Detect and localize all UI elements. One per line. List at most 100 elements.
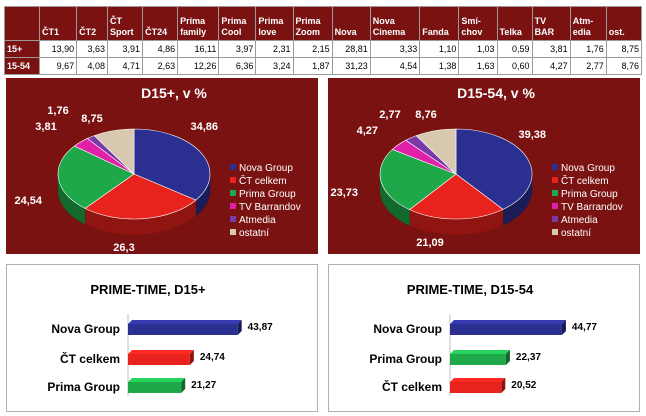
legend-label: Prima Group <box>561 189 618 200</box>
pie-value-label: 8,76 <box>415 109 436 121</box>
bar-top <box>450 378 506 382</box>
bar-chart-title: PRIME-TIME, D15-54 <box>407 282 534 297</box>
bar-ct-celkem <box>450 378 506 393</box>
bar-face <box>128 354 190 365</box>
table-cell: 1,87 <box>292 57 333 75</box>
table-cell: 1,03 <box>458 40 498 58</box>
pie-slice-prima-group <box>379 149 457 210</box>
table-cell: 4,54 <box>369 57 421 75</box>
legend-label: TV Barrandov <box>239 202 301 213</box>
bar-face <box>450 382 502 393</box>
legend-swatch <box>552 190 558 196</box>
column-header: Telka <box>496 6 533 41</box>
bar-category-label: Prima Group <box>47 380 120 394</box>
bar-side <box>561 320 566 335</box>
pie-chart-d15-54: D15-54, v % 39,38 21,09 23,73 4,272,77 8,76 No… <box>328 78 640 254</box>
bar-nova-group <box>450 320 566 335</box>
pie-title: D15-54, v % <box>457 85 535 101</box>
table-cell: 1,76 <box>569 40 607 58</box>
pie-chart-d15: D15+, v % 34,86 26,3 24,54 3,81 1,76 8,75 Nova … <box>6 78 318 254</box>
column-header: Prima family <box>177 6 220 41</box>
pie-value-label: 39,38 <box>518 129 546 141</box>
table-cell: 4,86 <box>142 40 179 58</box>
bar-top <box>450 350 510 354</box>
pie-slice-ostatni <box>415 128 457 175</box>
legend-swatch <box>230 190 236 196</box>
table-cell: 13,90 <box>39 40 78 58</box>
table-cell: 12,26 <box>177 57 220 75</box>
bar-category-label: Nova Group <box>51 322 120 336</box>
bar-side <box>501 378 506 393</box>
table-cell: 6,36 <box>218 57 257 75</box>
column-header: Smí-chov <box>458 6 498 41</box>
legend-swatch <box>230 164 236 170</box>
bar-face <box>450 354 506 365</box>
bar-chart-prime-d15: PRIME-TIME, D15+ Nova Group 43,87 ČT celkem… <box>6 264 318 412</box>
bar-side <box>237 320 242 335</box>
legend-label: Nova Group <box>239 163 293 174</box>
table-cell: 3,81 <box>531 40 571 58</box>
pie-value-label: 26,3 <box>113 242 134 254</box>
table-cell: 9,67 <box>39 57 78 75</box>
pie-value-label: 8,75 <box>81 113 102 125</box>
bar-side <box>505 350 510 365</box>
pie-value-label: 24,54 <box>14 195 42 207</box>
column-header: Prima Cool <box>218 6 257 41</box>
legend-label: ostatní <box>239 228 269 239</box>
pie-slice-nova-group <box>455 128 533 210</box>
legend-label: Prima Group <box>239 189 296 200</box>
column-header: Nova Cinema <box>369 6 421 41</box>
table-corner <box>3 6 41 41</box>
pie-depth <box>379 173 533 236</box>
legend-swatch <box>552 216 558 222</box>
pie-value-label: 4,27 <box>357 125 378 137</box>
bar-side <box>181 378 186 393</box>
table-cell: 3,97 <box>218 40 257 58</box>
column-header: Prima love <box>255 6 294 41</box>
legend-label: Nova Group <box>561 163 615 174</box>
bar-top <box>128 378 186 382</box>
pie-slice-prima-group <box>57 145 135 209</box>
table-cell: 2,63 <box>142 57 179 75</box>
table-cell: 3,63 <box>76 40 109 58</box>
share-table-header: ČT1 ČT2 ČT Sport ČT24 Prima family Prima Cool… <box>3 6 643 41</box>
bar-panel-prime-d15-54: PRIME-TIME, D15-54 Nova Group 44,77 Prima G… <box>328 264 640 412</box>
bar-side <box>189 350 194 365</box>
column-header: Nova <box>331 6 371 41</box>
pie-value-label: 1,76 <box>47 105 68 117</box>
bar-top <box>128 350 194 354</box>
legend-label: Atmedia <box>561 215 598 226</box>
bar-top <box>128 320 242 324</box>
bar-category-label: Nova Group <box>373 322 442 336</box>
legend-label: ČT celkem <box>239 174 287 187</box>
pie-slice-ostatni <box>93 128 135 175</box>
legend-swatch <box>552 164 558 170</box>
legend-swatch <box>230 203 236 209</box>
legend-label: TV Barrandov <box>561 202 623 213</box>
column-header: Fanda <box>419 6 460 41</box>
table-row: 15-54 9,67 4,08 4,71 2,63 12,26 6,36 3,24 1,87 31… <box>3 57 643 75</box>
pie-value-label: 2,77 <box>379 109 400 121</box>
bar-nova-group <box>128 320 242 335</box>
column-header: ČT1 <box>39 6 78 41</box>
pie-slice-nova-group <box>133 128 211 201</box>
bar-face <box>128 324 238 335</box>
table-cell: 0,59 <box>496 40 533 58</box>
table-cell: 28,81 <box>331 40 371 58</box>
column-header: ČT24 <box>142 6 179 41</box>
legend-swatch <box>230 177 236 183</box>
legend-label: Atmedia <box>239 215 276 226</box>
pie-value-label: 21,09 <box>416 237 444 249</box>
bar-panel-prime-d15: PRIME-TIME, D15+ Nova Group 43,87 ČT celkem… <box>6 264 318 412</box>
legend-swatch <box>552 203 558 209</box>
table-cell: 2,77 <box>569 57 607 75</box>
table-cell: 8,75 <box>605 40 643 58</box>
bar-value-label: 44,77 <box>572 322 597 333</box>
table-cell: 4,71 <box>107 57 144 75</box>
bar-value-label: 20,52 <box>511 380 536 391</box>
pie-panel-d15-54: D15-54, v % 39,38 21,09 23,73 4,27 2,77 8,76 No… <box>328 78 640 254</box>
table-cell: 4,08 <box>76 57 109 75</box>
bar-ct-celkem <box>128 350 194 365</box>
legend-swatch <box>230 229 236 235</box>
table-cell: 31,23 <box>331 57 371 75</box>
